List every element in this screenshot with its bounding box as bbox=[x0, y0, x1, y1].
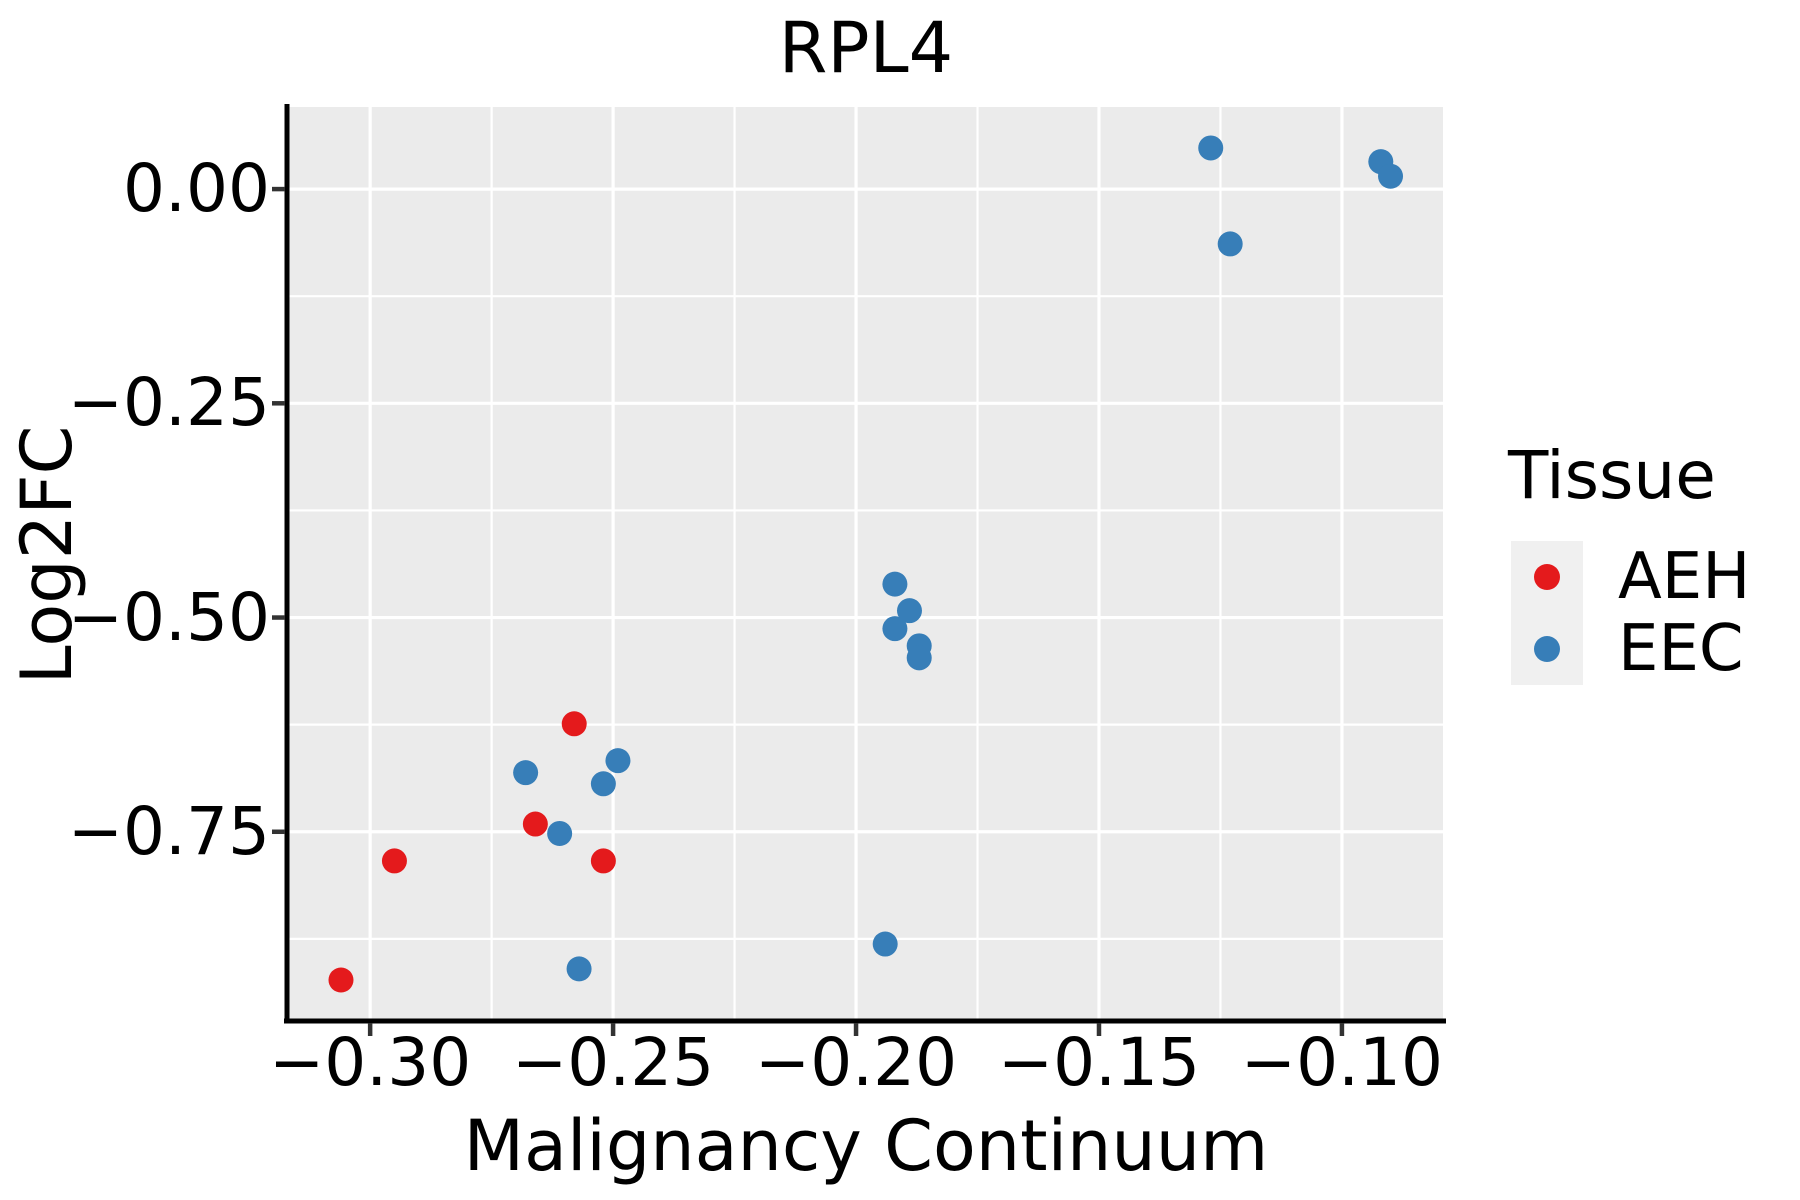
legend-key-dot-eec bbox=[1534, 636, 1560, 662]
data-point-eec bbox=[896, 598, 922, 624]
data-point-eec bbox=[547, 820, 573, 846]
legend-title: Tissue bbox=[1508, 437, 1716, 514]
data-point-eec bbox=[513, 760, 539, 786]
data-point-eec bbox=[872, 931, 898, 957]
legend-item-label-eec: EEC bbox=[1618, 612, 1744, 686]
data-point-eec bbox=[1217, 231, 1243, 257]
x-axis-title: Malignancy Continuum bbox=[463, 1105, 1269, 1187]
plot-title: RPL4 bbox=[778, 7, 954, 89]
x-tick-label: −0.25 bbox=[511, 1024, 715, 1101]
data-point-aeh bbox=[590, 848, 616, 874]
y-tick-label: −0.75 bbox=[67, 792, 270, 870]
x-tick-label: −0.30 bbox=[269, 1024, 472, 1101]
data-point-eec bbox=[1378, 163, 1404, 189]
data-point-aeh bbox=[522, 811, 548, 837]
legend-key-dot-aeh bbox=[1534, 564, 1560, 590]
x-tick-label: −0.15 bbox=[997, 1024, 1201, 1101]
data-point-aeh bbox=[561, 711, 587, 737]
x-tick-label: −0.10 bbox=[1240, 1024, 1444, 1101]
y-tick-label: −0.25 bbox=[67, 364, 270, 442]
data-point-eec bbox=[605, 748, 631, 774]
y-tick-label: −0.50 bbox=[67, 578, 270, 656]
data-point-eec bbox=[1198, 135, 1224, 161]
panel-background bbox=[289, 107, 1443, 1019]
data-point-eec bbox=[590, 771, 616, 797]
data-point-eec bbox=[882, 571, 908, 597]
data-point-aeh bbox=[328, 967, 354, 993]
data-point-eec bbox=[906, 645, 932, 671]
data-point-aeh bbox=[381, 848, 407, 874]
x-tick-label: −0.20 bbox=[754, 1024, 958, 1101]
data-point-eec bbox=[882, 616, 908, 642]
legend-item-label-aeh: AEH bbox=[1618, 540, 1751, 614]
data-point-eec bbox=[566, 956, 592, 982]
y-tick-label: 0.00 bbox=[123, 150, 270, 228]
